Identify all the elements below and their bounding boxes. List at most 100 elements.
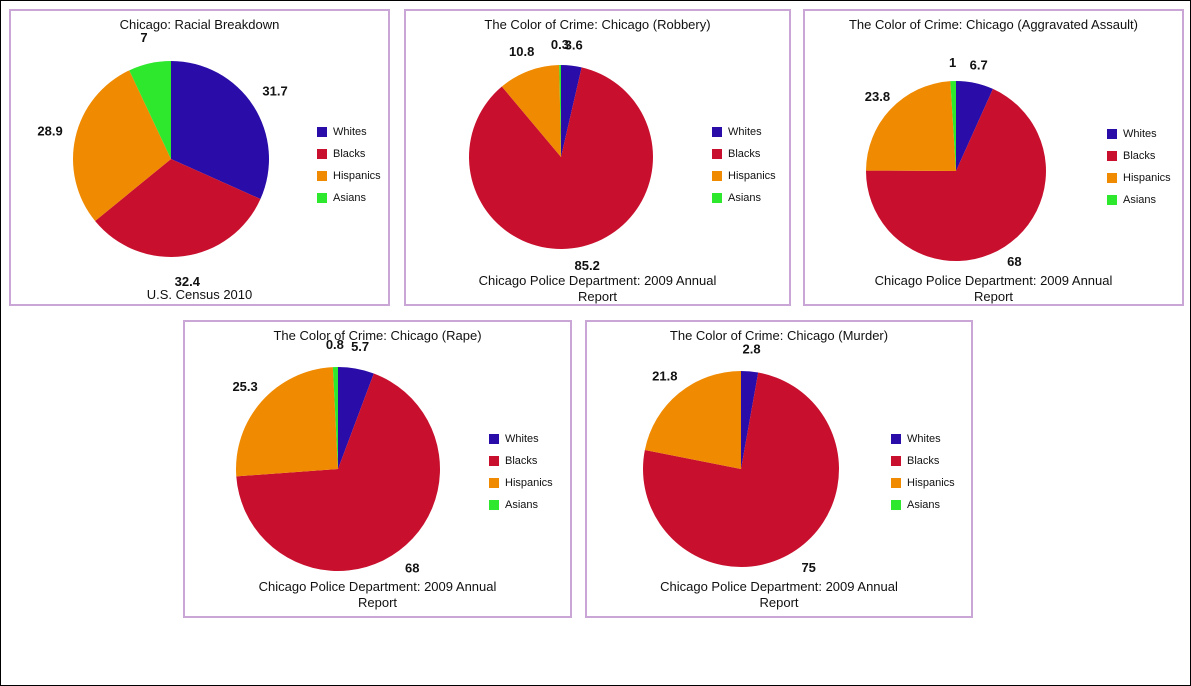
- chart-caption: Chicago Police Department: 2009 Annual R…: [478, 273, 717, 304]
- legend-swatch: [317, 127, 327, 137]
- legend-swatch: [891, 456, 901, 466]
- legend-item-blacks: Blacks: [891, 450, 955, 472]
- legend-item-hispanics: Hispanics: [317, 165, 381, 187]
- legend-swatch: [891, 500, 901, 510]
- data-label-asians: 7: [140, 30, 147, 45]
- legend-label: Whites: [728, 126, 762, 138]
- legend-swatch: [489, 456, 499, 466]
- data-label-hispanics: 28.9: [37, 124, 62, 139]
- chart-panel-robbery: The Color of Crime: Chicago (Robbery) 3.…: [404, 9, 791, 306]
- pie-slice-asians: [332, 367, 338, 469]
- pie-chart: 6.7 68 23.8 1: [865, 55, 1046, 269]
- pie-slice-asians: [950, 81, 956, 171]
- legend-swatch: [891, 434, 901, 444]
- pie-slice-whites: [171, 61, 269, 200]
- legend-item-whites: Whites: [1107, 123, 1171, 145]
- legend-swatch: [317, 171, 327, 181]
- legend-item-asians: Asians: [712, 187, 776, 209]
- legend-swatch: [712, 127, 722, 137]
- data-label-hispanics: 10.8: [509, 44, 534, 59]
- legend-swatch: [1107, 195, 1117, 205]
- chart-legend: Whites Blacks Hispanics Asians: [317, 121, 381, 209]
- pie-chart: 2.8 75 21.8: [643, 341, 839, 575]
- legend-item-whites: Whites: [891, 428, 955, 450]
- chart-panel-racial-breakdown: Chicago: Racial Breakdown 31.7 32.4 28.9 7 …: [9, 9, 390, 306]
- data-label-asians: 0.8: [326, 337, 344, 352]
- legend-item-blacks: Blacks: [712, 143, 776, 165]
- legend-item-asians: Asians: [891, 494, 955, 516]
- legend-label: Asians: [907, 499, 941, 511]
- pie-slice-whites: [561, 65, 582, 157]
- data-label-whites: 6.7: [970, 57, 988, 72]
- data-label-asians: 0.3: [551, 37, 569, 52]
- legend-label: Hispanics: [1123, 172, 1171, 184]
- chart-panel-aggravated-assault: The Color of Crime: Chicago (Aggravated …: [803, 9, 1184, 306]
- chart-legend: Whites Blacks Hispanics Asians: [489, 428, 553, 516]
- legend-label: Hispanics: [907, 477, 955, 489]
- chart-caption: Chicago Police Department: 2009 Annual R…: [660, 579, 898, 610]
- legend-item-whites: Whites: [712, 121, 776, 143]
- pie-slice-whites: [338, 367, 374, 469]
- legend-label: Hispanics: [505, 477, 553, 489]
- legend-label: Asians: [728, 192, 762, 204]
- legend-label: Blacks: [728, 148, 761, 160]
- legend-label: Blacks: [1123, 150, 1156, 162]
- pie-slice-blacks: [95, 159, 261, 257]
- legend-item-hispanics: Hispanics: [1107, 167, 1171, 189]
- legend-swatch: [1107, 151, 1117, 161]
- pie-slice-whites: [956, 81, 993, 171]
- pie-slice-blacks: [469, 67, 653, 249]
- legend-swatch: [712, 171, 722, 181]
- data-label-hispanics: 25.3: [232, 379, 257, 394]
- data-label-whites: 5.7: [351, 339, 369, 354]
- legend-swatch: [317, 193, 327, 203]
- legend-swatch: [1107, 173, 1117, 183]
- pie-slice-hispanics: [866, 81, 956, 171]
- legend-item-asians: Asians: [1107, 189, 1171, 211]
- legend-label: Blacks: [333, 148, 366, 160]
- chart-title: Chicago: Racial Breakdown: [119, 17, 280, 32]
- chart-title: The Color of Crime: Chicago (Rape): [273, 328, 482, 343]
- legend-item-whites: Whites: [317, 121, 381, 143]
- legend-label: Whites: [907, 433, 941, 445]
- legend-item-blacks: Blacks: [489, 450, 553, 472]
- legend-label: Asians: [333, 192, 367, 204]
- pie-slice-asians: [129, 61, 171, 159]
- legend-label: Whites: [505, 433, 539, 445]
- chart-legend: Whites Blacks Hispanics Asians: [1107, 123, 1171, 211]
- chart-caption: U.S. Census 2010: [146, 287, 253, 302]
- legend-item-hispanics: Hispanics: [712, 165, 776, 187]
- data-label-hispanics: 21.8: [652, 368, 677, 383]
- pie-slice-hispanics: [236, 367, 338, 477]
- data-label-whites: 31.7: [262, 84, 287, 99]
- chart-title: The Color of Crime: Chicago (Aggravated …: [848, 17, 1138, 32]
- data-label-blacks: 32.4: [175, 274, 201, 289]
- chart-legend: Whites Blacks Hispanics Asians: [891, 428, 955, 516]
- chart-legend: Whites Blacks Hispanics Asians: [712, 121, 776, 209]
- legend-swatch: [712, 193, 722, 203]
- legend-label: Asians: [1123, 194, 1157, 206]
- pie-slice-whites: [741, 371, 759, 469]
- pie-slice-blacks: [236, 373, 440, 571]
- legend-label: Hispanics: [333, 170, 381, 182]
- pie-slice-hispanics: [72, 70, 171, 221]
- legend-swatch: [1107, 129, 1117, 139]
- chart-caption: Chicago Police Department: 2009 Annual R…: [258, 579, 497, 610]
- legend-label: Whites: [333, 126, 367, 138]
- legend-label: Hispanics: [728, 170, 776, 182]
- legend-swatch: [489, 434, 499, 444]
- pie-slice-blacks: [866, 88, 1046, 261]
- pie-slice-hispanics: [644, 371, 741, 469]
- pie-chart: 3.6 85.2 10.8 0.3: [469, 37, 653, 273]
- legend-label: Whites: [1123, 128, 1157, 140]
- pie-slice-asians: [559, 65, 561, 157]
- legend-item-asians: Asians: [317, 187, 381, 209]
- pie-chart: 5.7 68 25.3 0.8: [232, 337, 440, 575]
- legend-label: Blacks: [907, 455, 940, 467]
- chart-panel-murder: The Color of Crime: Chicago (Murder) 2.8…: [585, 320, 973, 618]
- data-label-blacks: 68: [1007, 254, 1021, 269]
- pie-slice-blacks: [643, 372, 839, 567]
- legend-swatch: [891, 478, 901, 488]
- legend-item-hispanics: Hispanics: [489, 472, 553, 494]
- data-label-blacks: 75: [801, 560, 815, 575]
